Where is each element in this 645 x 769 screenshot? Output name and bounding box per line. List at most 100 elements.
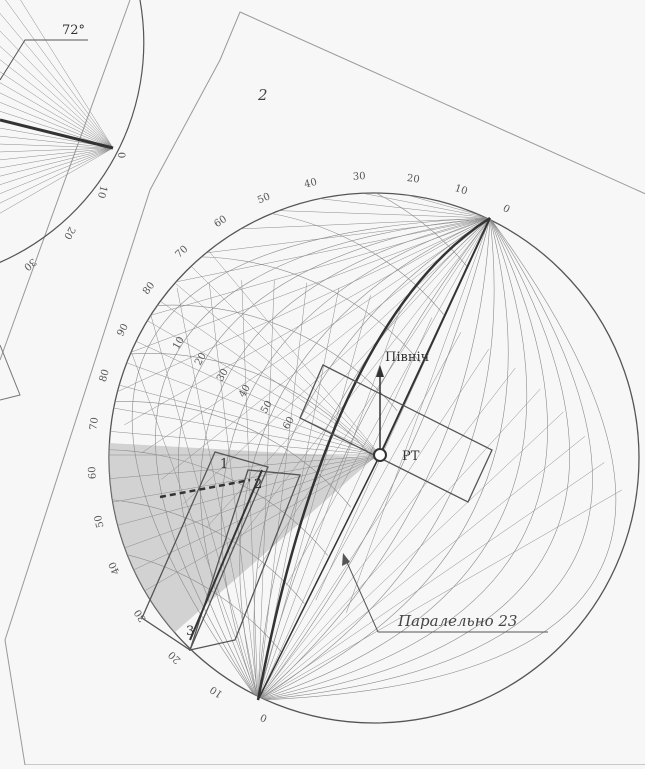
inner-tick-label: 20: [193, 351, 209, 368]
axis-line-top: [379, 217, 491, 456]
scale-tick-label: 60: [212, 214, 229, 230]
small-fan-line: [0, 0, 114, 149]
fan-line-top: [109, 217, 491, 270]
fan-line-bottom: [257, 280, 275, 701]
great-circle-arc: [256, 216, 491, 701]
small-fan-line: [0, 0, 114, 149]
small-circle: [109, 497, 305, 604]
fan-line-top: [286, 217, 491, 586]
small-circle: [109, 353, 375, 460]
fan-line-bottom: [257, 348, 490, 701]
scale-tick-label: 20: [167, 649, 184, 666]
small-fan-line: [0, 137, 114, 149]
fan-line-top: [109, 217, 491, 396]
scale-tick-label: 0: [501, 203, 512, 216]
paper-sheet: [4, 11, 645, 766]
great-circle: [200, 217, 491, 701]
fan-line-bottom: [257, 367, 516, 701]
small-fan-line: [0, 0, 114, 149]
small-fan-line: [0, 16, 114, 149]
small-circle: [109, 545, 282, 652]
small-fan-line: [0, 0, 114, 149]
great-circle: [257, 217, 495, 701]
scale-tick-label: 70: [88, 417, 100, 431]
dashed-line: [159, 478, 251, 499]
fan-line-top: [182, 217, 491, 505]
small-fan-line: [0, 0, 114, 149]
great-circle: [257, 217, 528, 701]
scale-tick-label: 50: [256, 191, 272, 206]
fan-line-bottom: [208, 282, 259, 701]
small-tick-20: 20: [61, 225, 77, 242]
great-circle: [220, 217, 491, 701]
marker-1: 1: [220, 457, 228, 472]
small-fan-line: [0, 147, 114, 261]
fan-line-centre: [165, 274, 381, 456]
scale-tick-label: 10: [208, 683, 225, 699]
parallel-label: Паралельно 23: [397, 612, 517, 630]
small-fan-line: [0, 75, 114, 149]
inner-tick-label: 40: [237, 383, 253, 400]
main-stereonet: 0 10 20 30 40 50 60 70 80 90 80 70 60 50 40 30 20 10 0 10 20…: [87, 171, 640, 724]
fan-line-centre: [109, 454, 381, 480]
fan-line-bottom: [257, 305, 402, 701]
fan-line-top: [109, 193, 491, 219]
small-circle: [109, 449, 328, 556]
fan-line-centre: [109, 430, 381, 456]
small-fan-line: [0, 147, 114, 159]
small-fan-line: [0, 55, 114, 149]
small-circle: [109, 256, 421, 363]
fan-line-top: [161, 217, 491, 480]
fan-line-top: [124, 217, 491, 426]
rectangle-2: [189, 469, 301, 651]
sheet-fold-line: [0, 0, 131, 361]
scale-tick-label: 10: [453, 183, 469, 197]
scale-ticks: 0 10 20 30 40 50 60 70 80 90 80 70 60 50 40 30 20 10 0 10 20…: [87, 171, 511, 723]
fan-line-top: [109, 193, 491, 219]
small-fan-line: [0, 0, 114, 149]
great-circle: [257, 217, 570, 701]
small-circle: [109, 208, 444, 315]
small-fan-line: [0, 0, 114, 149]
fan-line-bottom: [257, 317, 433, 701]
great-circle: [239, 217, 491, 701]
great-circle: [257, 217, 491, 701]
scale-tick-label: 50: [93, 514, 107, 529]
fan-line-bottom: [257, 295, 371, 701]
fan-line-bottom: [241, 280, 259, 701]
small-stereonet: 72° 0 10 20 30: [0, 0, 145, 401]
small-tick-10: 10: [95, 184, 109, 199]
inner-tick-label: 50: [259, 399, 275, 416]
small-fan-line: [0, 95, 114, 149]
fan-line-bottom: [257, 489, 622, 701]
great-circle: [257, 217, 548, 701]
great-circle: [178, 217, 491, 701]
scale-tick-label: 40: [107, 560, 122, 576]
inner-tick-label: 10: [171, 335, 187, 352]
small-tick-0: 0: [115, 152, 126, 158]
small-fan-line: [0, 147, 114, 280]
great-circle: [257, 217, 509, 701]
scale-tick-label: 80: [141, 280, 157, 297]
fan-line-centre: [116, 358, 381, 456]
great-circle: [257, 217, 593, 701]
fan-line-centre: [199, 240, 381, 456]
scale-tick-label: 70: [174, 244, 191, 261]
rt-point: [373, 448, 387, 462]
small-fan-line: [0, 147, 114, 201]
small-fan-line: [0, 116, 114, 149]
plane-number-label: 2: [257, 86, 268, 104]
fan-line-bottom: [145, 295, 259, 701]
scale-tick-label: 60: [87, 466, 99, 479]
small-circle: [109, 304, 398, 411]
small-fan-line: [0, 147, 114, 221]
fan-line-bottom: [257, 282, 308, 701]
fan-line-centre: [109, 454, 381, 528]
small-fan-line: [0, 147, 114, 299]
marker-2: 2: [254, 477, 262, 492]
north-arrow-head: [376, 365, 384, 377]
scale-tick-label: 80: [98, 368, 112, 383]
fan-line-centre: [137, 314, 381, 456]
